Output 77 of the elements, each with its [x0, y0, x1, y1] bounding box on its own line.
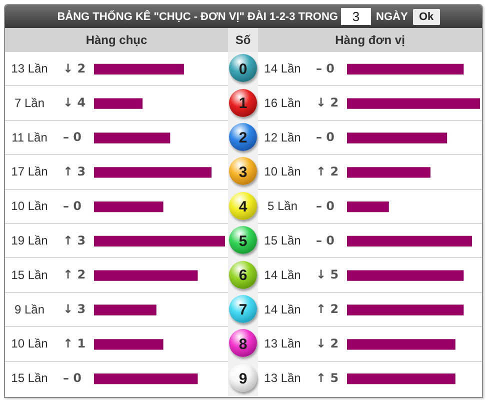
data-label: 13 Lần: [264, 371, 301, 386]
bar: [94, 132, 170, 144]
data-label: 14 Lần: [264, 302, 301, 316]
text: ↓ 2: [63, 61, 86, 76]
text: – 0: [316, 130, 335, 144]
data-label: 7 Lần: [14, 96, 45, 110]
text: – 0: [63, 198, 82, 213]
bar: [347, 373, 456, 384]
bar: [347, 339, 456, 350]
text: ↓ 2: [316, 336, 339, 351]
text: ↑ 2: [316, 302, 339, 316]
y-tick-label: 2: [238, 130, 248, 147]
y-tick-label: 5: [238, 232, 248, 250]
data-label: 10 Lần: [11, 336, 48, 351]
text: – 0: [316, 233, 335, 248]
data-label: 9 Lần: [14, 302, 45, 316]
y-tick-label: 8: [238, 336, 248, 354]
bar: [347, 201, 389, 212]
bar: [347, 270, 464, 281]
bar: [94, 373, 198, 384]
text: ↓ 5: [316, 268, 339, 282]
bar: [94, 98, 143, 109]
data-label: 17 Lần: [11, 164, 48, 179]
y-tick-label: 0: [238, 60, 248, 78]
bar: [347, 64, 464, 75]
data-label: 16 Lần: [264, 96, 301, 110]
text: – 0: [63, 370, 82, 385]
text: ↑ 2: [316, 164, 339, 179]
y-tick-label: 4: [238, 198, 248, 216]
button: Ok: [412, 8, 440, 24]
bar: [347, 132, 448, 144]
text: ↑ 3: [63, 164, 86, 179]
data-label: 12 Lần: [264, 130, 301, 144]
data-label: 5 Lần: [267, 199, 298, 214]
bar: [347, 236, 472, 247]
text: ↑ 1: [63, 336, 86, 351]
data-label: 13 Lần: [11, 62, 48, 76]
text: ↓ 3: [63, 302, 86, 316]
y-axis-title: Số: [228, 28, 258, 52]
text: BẢNG THỐNG KÊ "CHỤC - ĐƠN VỊ" ĐÀI 1-2-3 TRONG: [57, 10, 338, 22]
bar: [94, 167, 212, 178]
text-input: 3: [341, 8, 371, 25]
text: – 0: [316, 61, 335, 76]
chart-title: Hàng đơn vị: [258, 28, 482, 52]
text: – 0: [63, 130, 82, 144]
text: ↑ 2: [63, 268, 86, 282]
data-label: 15 Lần: [11, 371, 48, 386]
data-label: 15 Lần: [11, 268, 48, 282]
text: ↑ 5: [316, 370, 339, 385]
data-label: 14 Lần: [264, 62, 301, 76]
bar: [347, 304, 464, 316]
bar: [347, 98, 480, 109]
bar: [94, 201, 164, 212]
data-label: 11 Lần: [12, 130, 48, 144]
data-label: 10 Lần: [11, 199, 48, 214]
data-label: 10 Lần: [264, 164, 301, 179]
bar: [94, 64, 184, 75]
data-label: 13 Lần: [264, 336, 301, 351]
text: – 0: [316, 198, 335, 213]
y-tick-label: 6: [238, 267, 248, 284]
bar: [94, 339, 164, 350]
data-label: 19 Lần: [11, 234, 48, 248]
data-label: 14 Lần: [264, 268, 301, 282]
y-tick-label: 3: [238, 164, 248, 182]
bar: [94, 270, 198, 281]
text: ↓ 4: [63, 96, 86, 110]
text: ↑ 3: [63, 233, 86, 248]
bar: [347, 167, 430, 178]
text: ↓ 2: [316, 96, 339, 110]
y-tick-label: 7: [238, 302, 248, 319]
y-tick-label: 1: [238, 95, 248, 112]
bar: [94, 304, 156, 316]
text: NGÀY: [376, 10, 408, 22]
data-label: 15 Lần: [264, 234, 301, 248]
chart-title: Hàng chục: [5, 28, 228, 52]
bar: [94, 236, 225, 247]
y-tick-label: 9: [238, 370, 248, 388]
